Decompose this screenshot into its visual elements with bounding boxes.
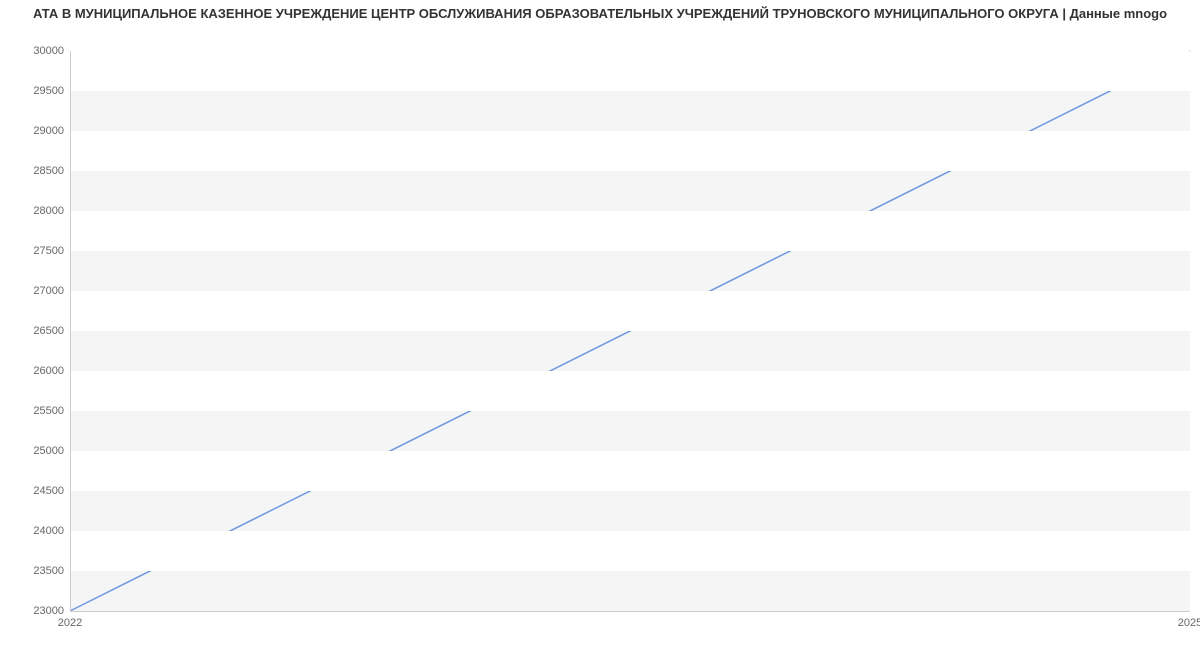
grid-band (70, 531, 1190, 571)
grid-band (70, 371, 1190, 411)
y-tick-label: 26500 (33, 325, 70, 337)
y-tick-label: 27500 (33, 245, 70, 257)
y-tick-label: 26000 (33, 365, 70, 377)
y-tick-label: 29000 (33, 125, 70, 137)
x-axis-line (70, 611, 1190, 612)
y-tick-label: 24000 (33, 525, 70, 537)
y-tick-label: 28000 (33, 205, 70, 217)
grid-band (70, 51, 1190, 91)
y-tick-label: 25000 (33, 445, 70, 457)
y-tick-label: 27000 (33, 285, 70, 297)
y-tick-label: 28500 (33, 165, 70, 177)
grid-band (70, 451, 1190, 491)
y-tick-label: 23500 (33, 565, 70, 577)
y-tick-label: 29500 (33, 85, 70, 97)
y-axis-line (70, 51, 71, 611)
chart-title: АТА В МУНИЦИПАЛЬНОЕ КАЗЕННОЕ УЧРЕЖДЕНИЕ … (0, 0, 1200, 21)
chart-container: 2300023500240002450025000255002600026500… (0, 21, 1200, 641)
grid-band (70, 211, 1190, 251)
x-tick-label: 2022 (58, 611, 82, 629)
plot-area: 2300023500240002450025000255002600026500… (70, 51, 1190, 611)
y-tick-label: 30000 (33, 45, 70, 57)
y-tick-label: 25500 (33, 405, 70, 417)
x-tick-label: 2025 (1178, 611, 1200, 629)
grid-band (70, 131, 1190, 171)
y-tick-label: 24500 (33, 485, 70, 497)
grid-band (70, 291, 1190, 331)
